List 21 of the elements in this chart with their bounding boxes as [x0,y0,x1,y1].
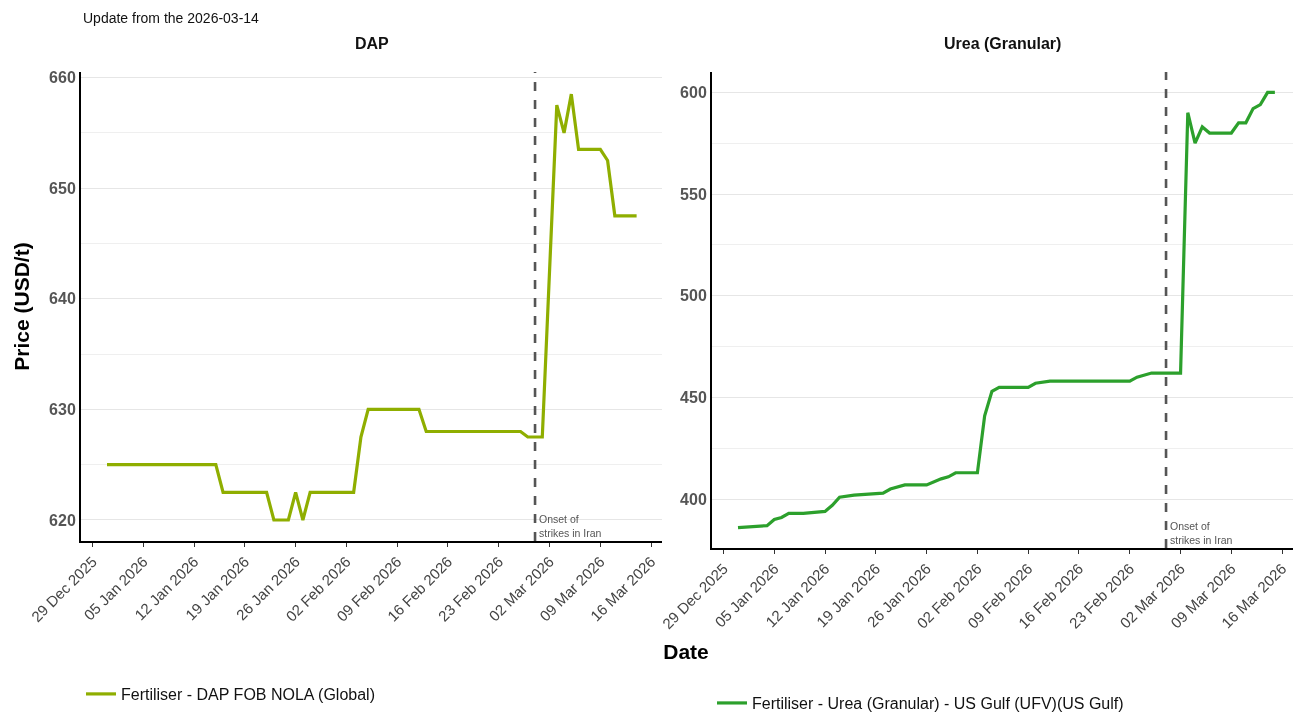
y-tick-label: 640 [49,290,76,308]
line-series [736,90,1277,530]
y-tick-label: 630 [49,400,76,418]
y-tick-label: 650 [49,179,76,197]
y-axis-title: Price (USD/t) [9,242,33,371]
x-axis-title: Date [662,640,710,664]
y-tick-label: 620 [49,511,76,529]
y-tick-label: 450 [680,389,707,407]
y-tick-label: 500 [680,287,707,305]
chart-title: DAP [355,35,390,52]
ref-line-label: Onset of strikes in Iran [539,513,602,539]
legend-label: Fertiliser - DAP FOB NOLA (Global) [121,686,375,704]
y-tick-label: 600 [680,83,707,101]
y-tick-label: 550 [680,185,707,203]
chart-title: Urea (Granular) [944,35,1062,52]
line-series [105,92,639,522]
y-tick-label: 660 [49,69,76,87]
y-tick-label: 400 [680,490,707,508]
ref-line-label: Onset of strikes in Iran [1170,520,1233,546]
chart-subtitle: Update from the 2026-03-14 [83,10,260,26]
legend-label: Fertiliser - Urea (Granular) - US Gulf (UFV)(US Gulf) [752,695,1124,713]
